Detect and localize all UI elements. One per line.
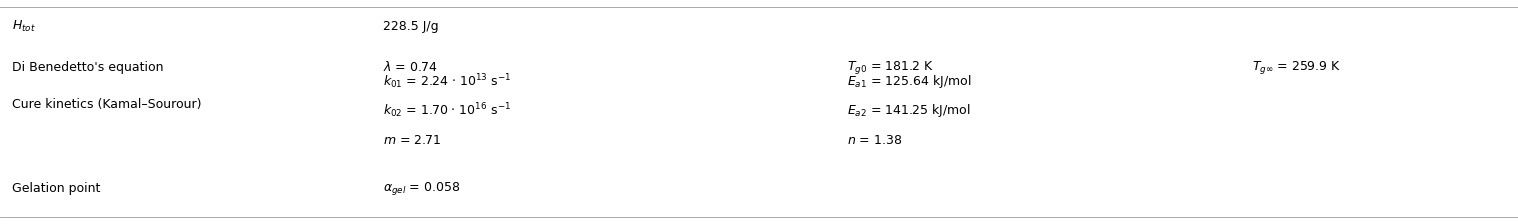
Text: Cure kinetics (Kamal–Sourour): Cure kinetics (Kamal–Sourour)	[12, 98, 202, 111]
Text: 228.5 J/g: 228.5 J/g	[383, 20, 439, 33]
Text: $T_{g\infty}$ = 259.9 K: $T_{g\infty}$ = 259.9 K	[1252, 59, 1342, 76]
Text: $E_{a1}$ = 125.64 kJ/mol: $E_{a1}$ = 125.64 kJ/mol	[847, 73, 972, 90]
Text: Di Benedetto's equation: Di Benedetto's equation	[12, 61, 164, 74]
Text: $\lambda$ = 0.74: $\lambda$ = 0.74	[383, 60, 437, 74]
Text: $k_{02}$ = 1.70 $\cdot$ 10$^{16}$ s$^{-1}$: $k_{02}$ = 1.70 $\cdot$ 10$^{16}$ s$^{-1…	[383, 101, 510, 120]
Text: $\alpha_{gel}$ = 0.058: $\alpha_{gel}$ = 0.058	[383, 180, 460, 197]
Text: $E_{a2}$ = 141.25 kJ/mol: $E_{a2}$ = 141.25 kJ/mol	[847, 102, 972, 119]
Text: $k_{01}$ = 2.24 $\cdot$ 10$^{13}$ s$^{-1}$: $k_{01}$ = 2.24 $\cdot$ 10$^{13}$ s$^{-1…	[383, 72, 512, 91]
Text: $H_{tot}$: $H_{tot}$	[12, 19, 36, 34]
Text: $m$ = 2.71: $m$ = 2.71	[383, 134, 440, 146]
Text: Gelation point: Gelation point	[12, 182, 100, 195]
Text: $T_{g0}$ = 181.2 K: $T_{g0}$ = 181.2 K	[847, 59, 934, 76]
Text: $n$ = 1.38: $n$ = 1.38	[847, 134, 902, 146]
